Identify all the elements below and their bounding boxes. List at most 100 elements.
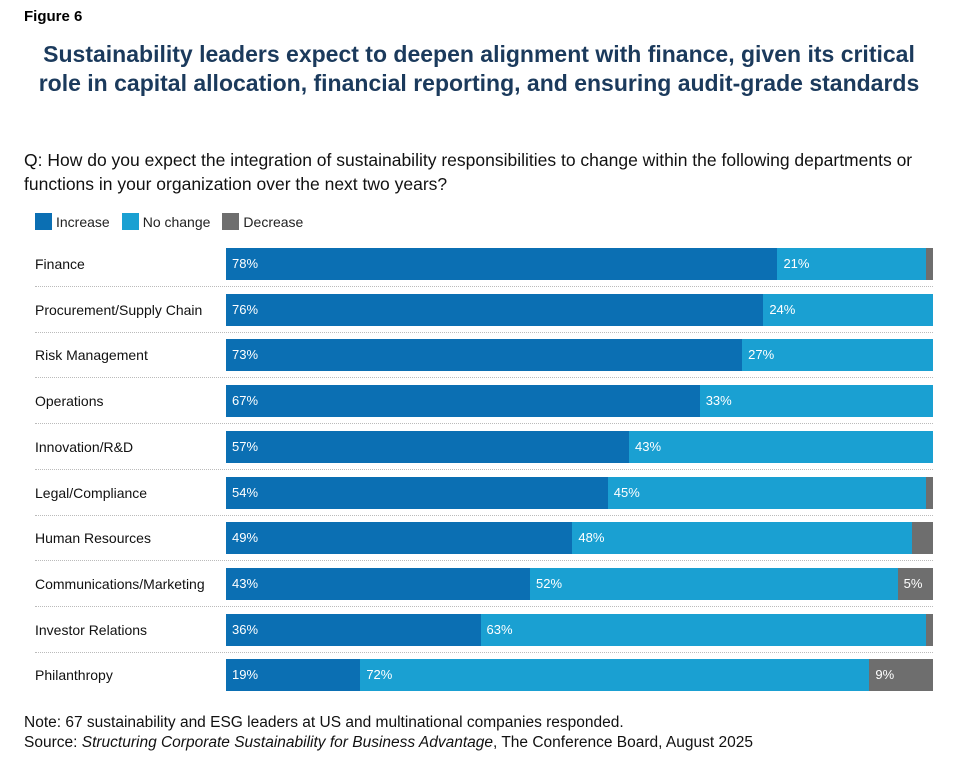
category-label: Legal/Compliance: [35, 484, 148, 501]
data-label: 24%: [769, 301, 796, 317]
stacked-bar: 57% 43%: [226, 430, 933, 463]
bar-segment-decrease: [925, 248, 933, 280]
data-label: 48%: [578, 530, 605, 546]
category-label: Operations: [35, 393, 104, 410]
data-label: 63%: [486, 621, 513, 637]
data-label: 67%: [232, 393, 259, 409]
bar-segment-increase: 43%: [226, 567, 530, 600]
source-suffix: , The Conference Board, August 2025: [493, 734, 753, 751]
data-label: 54%: [232, 484, 259, 500]
bar-segment-decrease: 9%: [869, 659, 933, 692]
bar-segment-increase: 78%: [226, 248, 778, 280]
category-label: Philanthropy: [35, 667, 113, 684]
bar-segment-no-change: 43%: [628, 430, 933, 463]
category-label: Innovation/R&D: [35, 438, 134, 455]
stacked-bar: 76% 24%: [226, 293, 933, 326]
data-label: 49%: [232, 530, 259, 546]
stacked-bar: 43% 52% 5%: [226, 567, 933, 600]
bar-segment-increase: 49%: [226, 522, 573, 555]
category-label: Finance: [35, 256, 85, 272]
stacked-bar: 73% 27%: [226, 339, 933, 372]
row-divider: [35, 651, 933, 653]
survey-question: Q: How do you expect the integration of …: [24, 150, 913, 194]
category-label: Risk Management: [35, 347, 148, 364]
data-label: 78%: [232, 256, 259, 271]
legend-swatch: [35, 213, 52, 230]
row-divider: [35, 286, 933, 287]
row-divider: [35, 468, 933, 470]
bar-row: Communications/Marketing 43% 52% 5%: [35, 567, 933, 613]
bar-segment-increase: 19%: [226, 659, 361, 692]
bar-segment-increase: 36%: [226, 613, 481, 646]
stacked-bar: 78% 21%: [226, 248, 933, 280]
data-label: 72%: [366, 667, 393, 683]
category-label: Communications/Marketing: [35, 575, 205, 592]
bar-segment-increase: 73%: [226, 339, 743, 372]
stacked-bar: 49% 48%: [226, 522, 933, 555]
bar-segment-decrease: [911, 522, 933, 555]
data-label: 5%: [903, 575, 923, 591]
legend-item-decrease: Decrease: [222, 213, 303, 230]
row-divider: [35, 423, 933, 425]
bar-segment-no-change: 52%: [530, 567, 898, 600]
bar-row: Investor Relations 36% 63%: [35, 613, 933, 659]
bar-row: Finance 78% 21%: [35, 248, 933, 293]
category-label: Human Resources: [35, 530, 151, 547]
bar-segment-increase: 67%: [226, 385, 700, 418]
bar-row: Operations 67% 33%: [35, 385, 933, 430]
legend: Increase No change Decrease: [35, 213, 303, 230]
footer: Note: 67 sustainability and ESG leaders …: [24, 713, 753, 753]
data-label: 43%: [232, 575, 259, 591]
bar-row: Procurement/Supply Chain 76% 24%: [35, 293, 933, 339]
data-label: 76%: [232, 301, 259, 317]
bar-row: Human Resources 49% 48%: [35, 522, 933, 567]
data-label: 9%: [875, 667, 895, 683]
bar-segment-no-change: 45%: [607, 476, 926, 509]
stacked-bar: 36% 63%: [226, 613, 933, 646]
legend-label: No change: [142, 213, 211, 230]
bar-row: Innovation/R&D 57% 43%: [35, 430, 933, 476]
row-divider: [35, 605, 933, 607]
data-label: 21%: [783, 256, 810, 271]
row-divider: [35, 331, 933, 333]
data-label: 45%: [613, 484, 640, 500]
legend-swatch: [222, 213, 240, 230]
bar-segment-increase: 54%: [226, 476, 608, 509]
bar-segment-no-change: 72%: [360, 659, 870, 692]
data-label: 19%: [232, 667, 259, 683]
data-label: 57%: [232, 438, 259, 454]
figure-label: Figure 6: [24, 8, 83, 25]
source-title: Structuring Corporate Sustainability for…: [81, 734, 493, 751]
bar-segment-decrease: [925, 476, 933, 509]
bar-segment-decrease: 5%: [897, 567, 933, 600]
stacked-bar: 67% 33%: [226, 385, 933, 418]
bar-row: Risk Management 73% 27%: [35, 339, 933, 384]
stacked-bar: 54% 45%: [226, 476, 933, 509]
source-prefix: Source:: [24, 734, 82, 751]
bar-row: Philanthropy 19% 72% 9%: [35, 659, 933, 704]
bar-segment-no-change: 48%: [572, 522, 912, 555]
row-divider: [35, 377, 933, 379]
bar-row: Legal/Compliance 54% 45%: [35, 476, 933, 522]
bar-segment-no-change: 33%: [699, 385, 933, 418]
data-label: 52%: [536, 575, 563, 591]
bar-segment-no-change: 63%: [480, 613, 926, 646]
bar-segment-decrease: [925, 613, 933, 646]
data-label: 33%: [705, 393, 732, 409]
data-label: 27%: [748, 347, 775, 363]
legend-item-increase: Increase: [35, 213, 110, 230]
note-text: Note: 67 sustainability and ESG leaders …: [24, 714, 624, 731]
chart-title: Sustainability leaders expect to deepen …: [38, 41, 920, 96]
data-label: 73%: [232, 347, 259, 363]
row-divider: [35, 514, 933, 516]
data-label: 43%: [634, 438, 662, 454]
row-divider: [35, 560, 933, 562]
stacked-bar: 19% 72% 9%: [226, 659, 933, 692]
legend-label: Decrease: [243, 213, 304, 230]
legend-swatch: [121, 213, 139, 230]
bar-segment-increase: 57%: [226, 430, 629, 463]
category-label: Procurement/Supply Chain: [35, 301, 203, 318]
legend-item-no-change: No change: [121, 213, 211, 230]
bar-segment-no-change: 24%: [763, 293, 933, 326]
